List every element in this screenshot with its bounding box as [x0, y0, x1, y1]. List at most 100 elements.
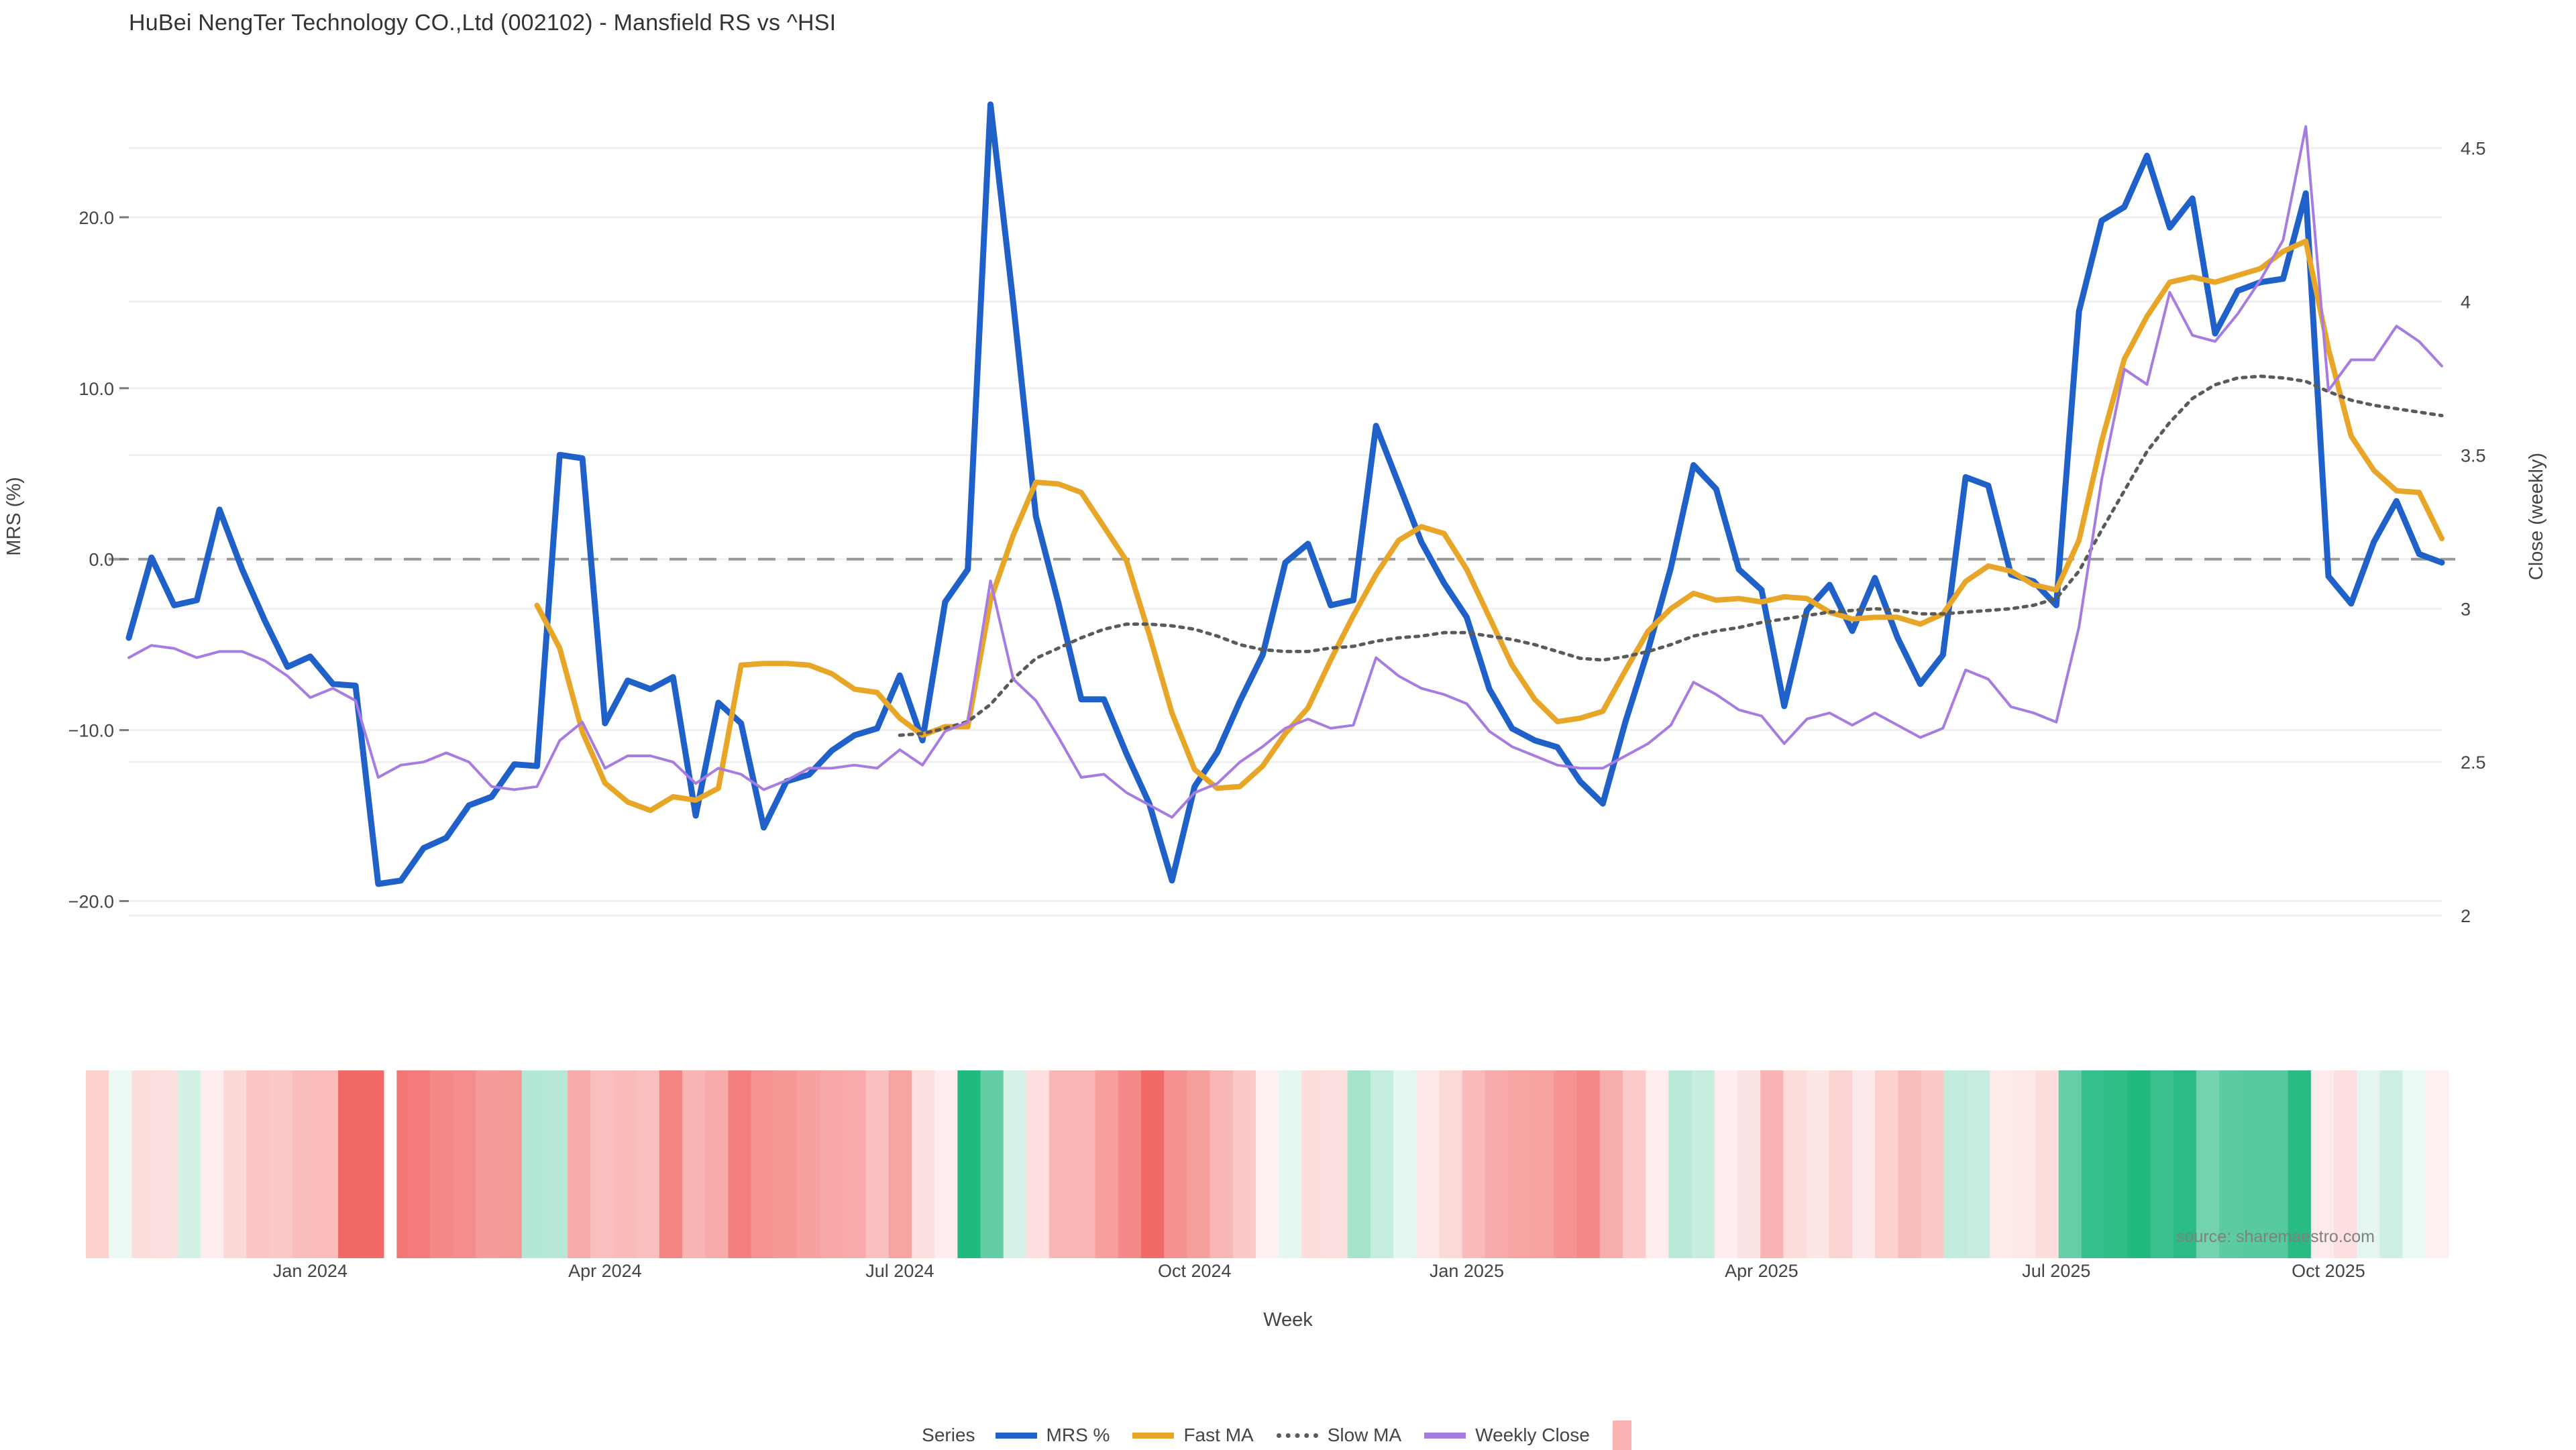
heat-band-svg	[86, 1070, 2449, 1258]
heat-band-cell	[1576, 1070, 1601, 1258]
heat-band-cell	[682, 1070, 706, 1258]
heat-band-cell	[751, 1070, 775, 1258]
heat-band-cell	[773, 1070, 798, 1258]
heat-band-cell	[544, 1070, 568, 1258]
heat-band-cell	[1875, 1070, 1898, 1258]
heat-band-cell	[2379, 1070, 2404, 1258]
heat-band-cell	[797, 1070, 820, 1258]
heat-band-cell	[1554, 1070, 1578, 1258]
y-axis-left-tick: −10.0	[68, 721, 114, 741]
heat-band-cell	[1324, 1070, 1348, 1258]
heat-band-cell	[1668, 1070, 1693, 1258]
y-axis-right-tick: 3.5	[2461, 445, 2486, 465]
heat-band-cell	[476, 1070, 500, 1258]
heat-band-cell	[1347, 1070, 1371, 1258]
heat-band-cell	[1140, 1070, 1165, 1258]
heat-band-cell	[453, 1070, 476, 1258]
legend-item-rs-heat[interactable]	[1612, 1420, 1631, 1450]
legend-swatch-icon	[1424, 1432, 1466, 1439]
heat-band-cell	[2310, 1070, 2334, 1258]
heat-band-cell	[223, 1070, 247, 1258]
x-axis-tick: Jan 2024	[272, 1261, 347, 1281]
heat-band-cell	[177, 1070, 201, 1258]
heat-band-cell	[1851, 1070, 1876, 1258]
y-axis-left-tick: −20.0	[68, 892, 114, 912]
heat-band-cell	[1164, 1070, 1187, 1258]
heat-band-cell	[1232, 1070, 1256, 1258]
plot-svg: 20.0 10.0 0.0 −10.0 −20.0 MRS (%) 4.5 4 3.5 3 2.5 2…	[3, 101, 2547, 926]
heat-band-cell	[2035, 1070, 2059, 1258]
heat-band-cell	[1095, 1070, 1119, 1258]
heat-band-cell	[1118, 1070, 1142, 1258]
heat-band-cell	[1370, 1070, 1394, 1258]
heat-band-cell	[1485, 1070, 1509, 1258]
legend-title: Series	[922, 1425, 975, 1445]
heat-band-cell	[980, 1070, 1004, 1258]
heat-band-cell	[1255, 1070, 1279, 1258]
heat-band-cell	[1898, 1070, 1922, 1258]
heat-band-cell	[86, 1070, 109, 1258]
heat-band-cell	[659, 1070, 683, 1258]
heat-band-cell	[1599, 1070, 1623, 1258]
heat-band-cell	[1187, 1070, 1211, 1258]
legend-swatch-icon	[1132, 1432, 1175, 1439]
heat-band-cell	[865, 1070, 890, 1258]
heat-band-cell	[888, 1070, 912, 1258]
y-axis-right-tick: 3	[2461, 599, 2471, 619]
legend-item-label: MRS %	[1046, 1425, 1110, 1445]
legend-swatch-icon	[995, 1432, 1037, 1439]
heat-band-cell	[2012, 1070, 2037, 1258]
heat-band-cell	[521, 1070, 545, 1258]
x-axis-tick: Apr 2025	[1725, 1261, 1799, 1281]
heat-band-cell	[2402, 1070, 2426, 1258]
heat-band-cell	[1508, 1070, 1532, 1258]
x-axis-tick: Jan 2025	[1429, 1261, 1504, 1281]
heat-band-cell	[2219, 1070, 2243, 1258]
heat-band-cell	[2425, 1070, 2449, 1258]
heat-band-cell	[2288, 1070, 2312, 1258]
heat-band-cell	[705, 1070, 729, 1258]
source-attribution: source: sharemaestro.com	[2176, 1227, 2375, 1246]
heat-band-cell	[911, 1070, 935, 1258]
heat-band-cell	[338, 1070, 362, 1258]
legend-item-weekly-close[interactable]: Weekly Close	[1424, 1425, 1590, 1446]
heat-band-cell	[2196, 1070, 2220, 1258]
y-axis-right-tick: 2	[2461, 906, 2471, 926]
heat-band-cell	[2058, 1070, 2082, 1258]
heat-band-cell	[1279, 1070, 1302, 1258]
heat-band-cell	[498, 1070, 523, 1258]
plot-area: 20.0 10.0 0.0 −10.0 −20.0 MRS (%) 4.5 4 3.5 3 2.5 2…	[3, 101, 2547, 926]
heat-band-cell	[1990, 1070, 2013, 1258]
heat-band-cell	[1416, 1070, 1440, 1258]
y-axis-left-tick: 20.0	[78, 208, 114, 228]
x-axis-tick: Jul 2024	[865, 1261, 934, 1281]
heat-band-cell	[200, 1070, 224, 1258]
heat-band-cell	[613, 1070, 637, 1258]
heat-band-cell	[1691, 1070, 1715, 1258]
heat-band-cell	[2242, 1070, 2266, 1258]
heat-band-cell	[315, 1070, 339, 1258]
heat-band-cell	[2127, 1070, 2151, 1258]
heat-band-cell	[1210, 1070, 1234, 1258]
legend-item-label: Fast MA	[1183, 1425, 1254, 1445]
y-axis-left-tick: 0.0	[89, 550, 114, 570]
heat-band-cell	[1049, 1070, 1073, 1258]
x-axis-title: Week	[1263, 1309, 1313, 1331]
heat-band-cell	[131, 1070, 156, 1258]
heat-band-cell	[1393, 1070, 1417, 1258]
y-axis-right-tick: 2.5	[2461, 752, 2486, 773]
legend-item-slow-ma[interactable]: Slow MA	[1276, 1425, 1402, 1446]
legend-item-fast-ma[interactable]: Fast MA	[1132, 1425, 1254, 1446]
x-axis-tick: Oct 2024	[1157, 1261, 1232, 1281]
legend-item-mrs[interactable]: MRS %	[995, 1425, 1110, 1446]
heat-band-cell	[843, 1070, 867, 1258]
legend-item-label: Slow MA	[1327, 1425, 1402, 1445]
heat-band-cell	[2334, 1070, 2357, 1258]
heat-band-cell	[292, 1070, 316, 1258]
chart-legend: Series MRS % Fast MA Slow MA Weekly Close	[0, 1420, 2576, 1450]
heat-band-cell	[1531, 1070, 1555, 1258]
heat-band-cell	[1943, 1070, 1968, 1258]
heat-band-cell	[2081, 1070, 2105, 1258]
rs-heat-band	[0, 1070, 2576, 1258]
series-line-fast-ma	[534, 238, 2445, 814]
